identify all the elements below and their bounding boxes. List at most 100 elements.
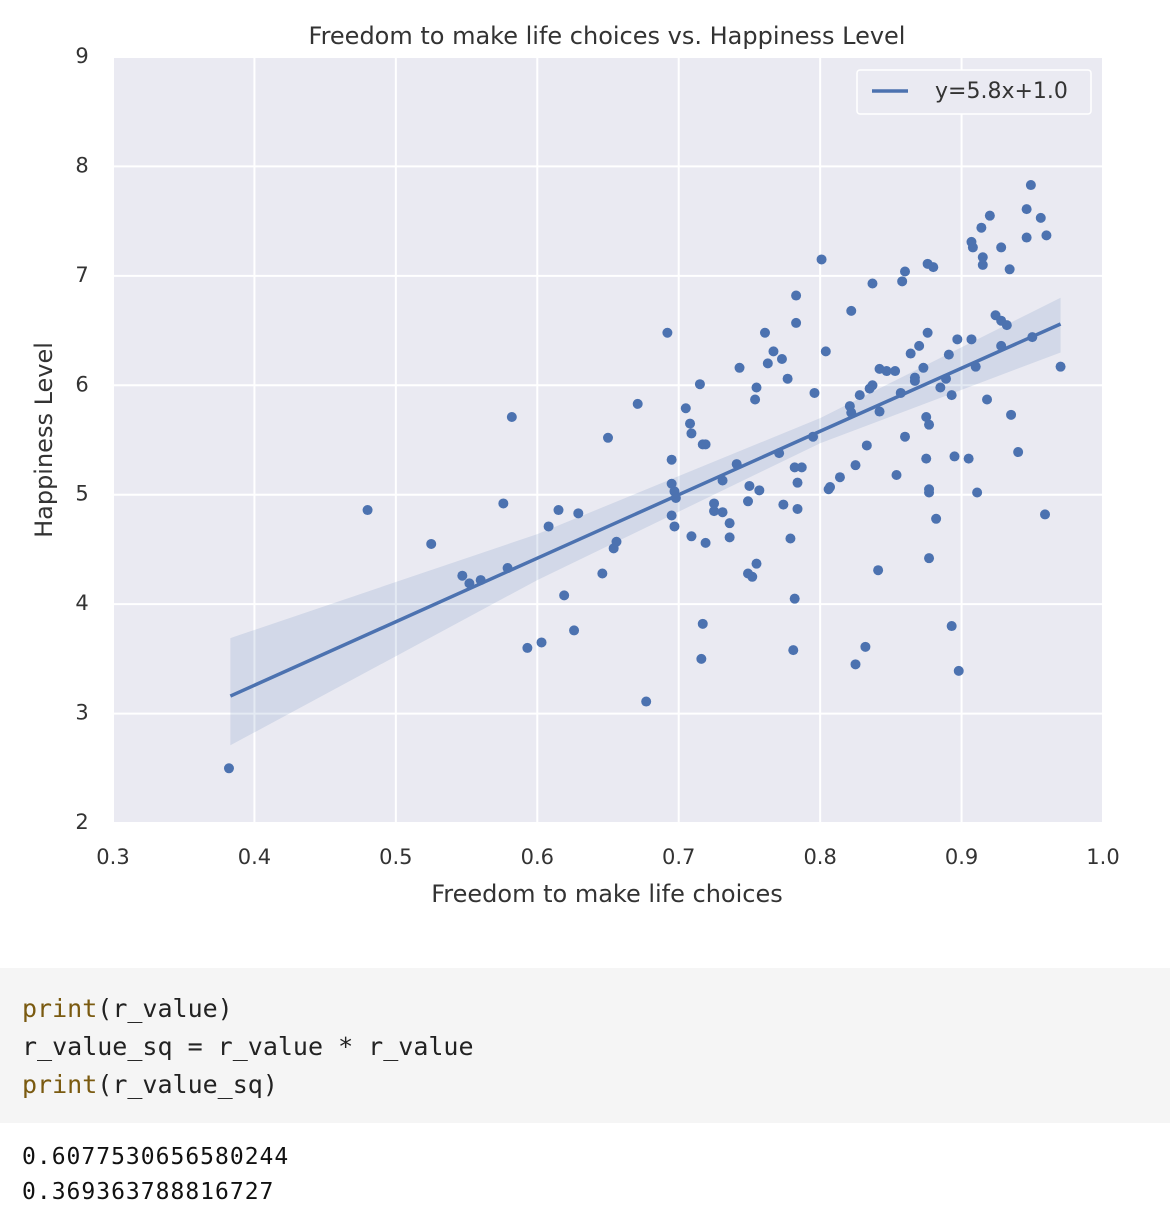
point <box>873 565 884 576</box>
point <box>846 305 857 316</box>
point <box>816 254 827 265</box>
point <box>891 470 902 481</box>
point <box>1025 180 1036 191</box>
point <box>1001 320 1012 331</box>
x-tick-label: 0.4 <box>238 845 271 869</box>
point <box>632 398 643 409</box>
point <box>861 440 872 451</box>
x-tick-label: 0.6 <box>521 845 554 869</box>
point <box>709 506 720 517</box>
point <box>696 653 707 664</box>
x-tick-label: 0.7 <box>662 845 695 869</box>
point <box>759 327 770 338</box>
point <box>543 521 554 532</box>
point <box>900 266 910 277</box>
point <box>792 477 803 488</box>
point <box>686 428 697 439</box>
code-line: print(r_value) <box>22 994 233 1023</box>
point <box>697 618 708 629</box>
point <box>890 366 901 377</box>
point <box>669 521 680 532</box>
point <box>1041 230 1052 241</box>
point <box>946 390 957 401</box>
point <box>743 496 754 507</box>
y-tick-label: 3 <box>75 701 88 725</box>
point <box>976 222 987 233</box>
point <box>700 537 711 548</box>
point <box>984 210 995 221</box>
point <box>522 642 533 653</box>
point <box>223 763 234 774</box>
point <box>754 485 765 496</box>
point <box>778 499 789 510</box>
legend-label: y=5.8x+1.0 <box>935 79 1068 104</box>
point <box>820 346 831 357</box>
point <box>747 571 758 582</box>
point <box>850 659 861 670</box>
point <box>506 412 517 423</box>
point <box>498 498 509 509</box>
code-token: print <box>22 994 98 1023</box>
point <box>952 334 963 345</box>
point <box>785 533 796 544</box>
y-tick-label: 9 <box>75 44 88 68</box>
point <box>611 536 622 547</box>
point <box>791 317 802 328</box>
point <box>789 593 800 604</box>
point <box>946 621 957 632</box>
point <box>792 503 803 514</box>
point <box>782 373 793 384</box>
point <box>897 276 908 287</box>
point <box>996 242 1007 253</box>
point <box>1013 447 1024 458</box>
y-tick-label: 8 <box>75 153 88 177</box>
point <box>867 380 878 391</box>
point <box>724 532 735 543</box>
point <box>457 570 468 581</box>
point <box>860 641 871 652</box>
point <box>724 518 735 529</box>
point <box>924 487 935 498</box>
code-line: r_value_sq = r_value * r_value <box>22 1032 474 1061</box>
code-token: print <box>22 1070 98 1099</box>
point <box>694 379 705 390</box>
point <box>666 510 677 521</box>
y-axis-label: Happiness Level <box>30 342 58 538</box>
point <box>909 375 920 386</box>
point <box>791 290 802 301</box>
point <box>867 278 878 289</box>
point <box>953 665 964 676</box>
output-line: 0.369363788816727 <box>22 1179 275 1205</box>
point <box>921 453 932 464</box>
y-tick-label: 6 <box>75 372 88 396</box>
point <box>426 538 437 549</box>
x-axis-label: Freedom to make life choices <box>431 880 783 908</box>
point <box>900 431 910 442</box>
y-tick-label: 7 <box>75 263 88 287</box>
y-tick-label: 4 <box>75 591 88 615</box>
x-tick-label: 0.3 <box>96 845 129 869</box>
point <box>834 472 845 483</box>
point <box>569 625 580 636</box>
point <box>924 419 935 430</box>
point <box>751 382 762 393</box>
point <box>1055 361 1066 372</box>
point <box>789 462 800 473</box>
point <box>362 505 373 516</box>
point <box>972 487 983 498</box>
point <box>553 505 564 516</box>
point <box>949 451 960 462</box>
fit-line <box>229 322 1062 698</box>
y-tick-label: 2 <box>75 810 88 834</box>
point <box>1004 264 1015 275</box>
point <box>680 403 691 414</box>
point <box>641 696 652 707</box>
point <box>905 348 916 359</box>
chart-title: Freedom to make life choices vs. Happine… <box>309 22 906 50</box>
point <box>603 432 613 443</box>
point <box>573 508 584 519</box>
point <box>928 262 939 273</box>
point <box>776 354 787 365</box>
x-tick-label: 0.5 <box>379 845 412 869</box>
point <box>921 412 932 423</box>
